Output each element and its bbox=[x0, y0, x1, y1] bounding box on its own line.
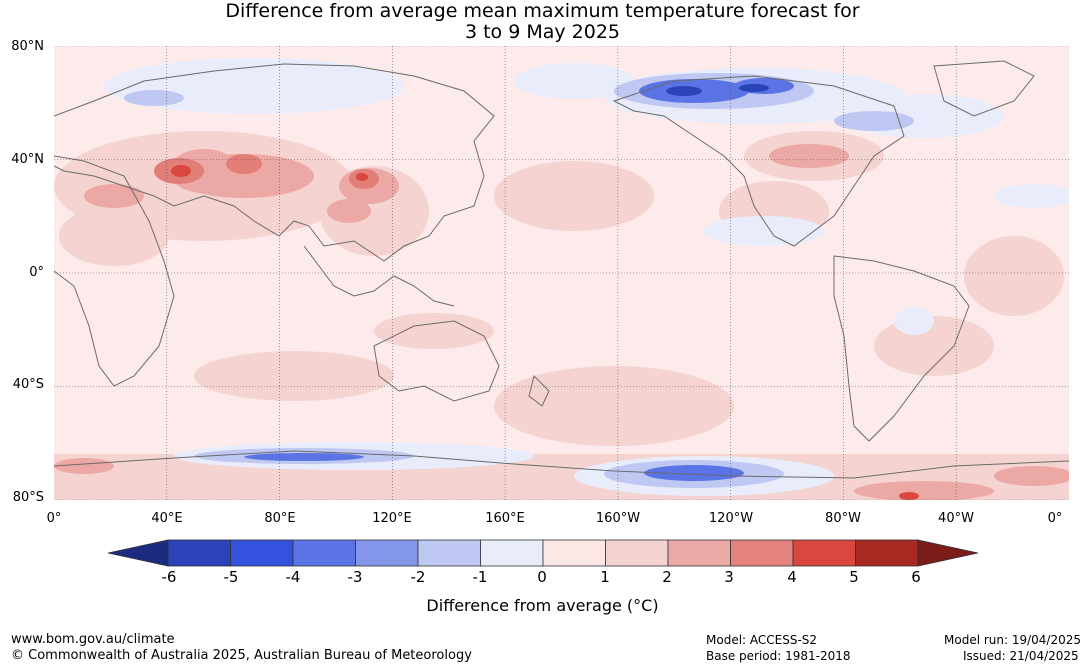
colorbar-tick-minus-6: -6 bbox=[161, 568, 177, 586]
lon-label-40e: 40°E bbox=[151, 511, 183, 526]
colorbar-cell bbox=[167, 539, 231, 567]
coastline-africa bbox=[54, 155, 175, 387]
lat-label-80s: 80°S bbox=[12, 490, 44, 505]
colorbar-cell bbox=[855, 539, 919, 567]
footer-model-run: Model run: 19/04/2025 bbox=[944, 633, 1082, 647]
graticule bbox=[54, 46, 1069, 500]
coastline-australia bbox=[373, 320, 500, 402]
colorbar-cell bbox=[230, 539, 294, 567]
colorbar-tick-minus-4: -4 bbox=[285, 568, 301, 586]
colorbar-tick-1: 1 bbox=[600, 568, 610, 586]
colorbar-cell bbox=[667, 539, 731, 567]
coastline-eurasia bbox=[54, 63, 495, 262]
coastline-southeast-asia bbox=[303, 245, 455, 307]
footer-copyright: © Commonwealth of Australia 2025, Austra… bbox=[11, 648, 472, 663]
colorbar bbox=[108, 539, 978, 567]
coastline-north-america bbox=[612, 75, 905, 247]
lat-label-40n: 40°N bbox=[11, 152, 44, 167]
lat-label-40s: 40°S bbox=[12, 377, 44, 392]
colorbar-cell bbox=[480, 539, 544, 567]
map-title-line-1: Difference from average mean maximum tem… bbox=[225, 0, 860, 22]
colorbar-tick-0: 0 bbox=[537, 568, 547, 586]
lon-label-0-right: 0° bbox=[1047, 511, 1063, 526]
colorbar-tick-minus-2: -2 bbox=[410, 568, 426, 586]
coastline-antarctica bbox=[54, 450, 1069, 479]
map-title-line-2: 3 to 9 May 2025 bbox=[464, 21, 621, 43]
temperature-anomaly-map bbox=[54, 46, 1069, 500]
colorbar-cell bbox=[292, 539, 356, 567]
lon-label-80w: 80°W bbox=[825, 511, 861, 526]
lon-label-120e: 120°E bbox=[372, 511, 412, 526]
lat-label-80n: 80°N bbox=[11, 39, 44, 54]
coastline-greenland bbox=[933, 60, 1035, 117]
footer-model: Model: ACCESS-S2 bbox=[706, 633, 818, 647]
colorbar-tick-4: 4 bbox=[787, 568, 797, 586]
colorbar-label: Difference from average (°C) bbox=[426, 596, 659, 615]
colorbar-cell bbox=[605, 539, 669, 567]
colorbar-tick-2: 2 bbox=[662, 568, 672, 586]
colorbar-cell bbox=[542, 539, 606, 567]
footer-issued: Issued: 21/04/2025 bbox=[963, 649, 1079, 663]
lon-label-40w: 40°W bbox=[938, 511, 974, 526]
colorbar-tick-minus-5: -5 bbox=[223, 568, 239, 586]
colorbar-tick-5: 5 bbox=[849, 568, 859, 586]
lon-label-120w: 120°W bbox=[708, 511, 754, 526]
colorbar-tick-6: 6 bbox=[911, 568, 921, 586]
colorbar-tick-minus-1: -1 bbox=[472, 568, 488, 586]
lon-label-0-left: 0° bbox=[46, 511, 62, 526]
lat-label-0: 0° bbox=[29, 265, 44, 280]
colorbar-cell bbox=[355, 539, 419, 567]
lon-label-160w: 160°W bbox=[595, 511, 641, 526]
colorbar-extend-low bbox=[108, 539, 169, 567]
lon-label-160e: 160°E bbox=[485, 511, 525, 526]
coastline-new-zealand bbox=[528, 375, 550, 407]
colorbar-cell bbox=[730, 539, 794, 567]
colorbar-extend-high bbox=[917, 539, 978, 567]
footer-base-period: Base period: 1981-2018 bbox=[706, 649, 851, 663]
lon-label-80e: 80°E bbox=[264, 511, 296, 526]
colorbar-cell bbox=[792, 539, 856, 567]
coastline-south-america bbox=[833, 255, 970, 442]
warm-anomaly-4-5-regions bbox=[171, 165, 919, 500]
colorbar-tick-minus-3: -3 bbox=[347, 568, 363, 586]
cool-anomaly-4-6-regions bbox=[666, 84, 769, 96]
colorbar-tick-3: 3 bbox=[724, 568, 734, 586]
footer-website: www.bom.gov.au/climate bbox=[11, 632, 175, 647]
coastlines bbox=[54, 60, 1069, 479]
colorbar-cell bbox=[417, 539, 481, 567]
